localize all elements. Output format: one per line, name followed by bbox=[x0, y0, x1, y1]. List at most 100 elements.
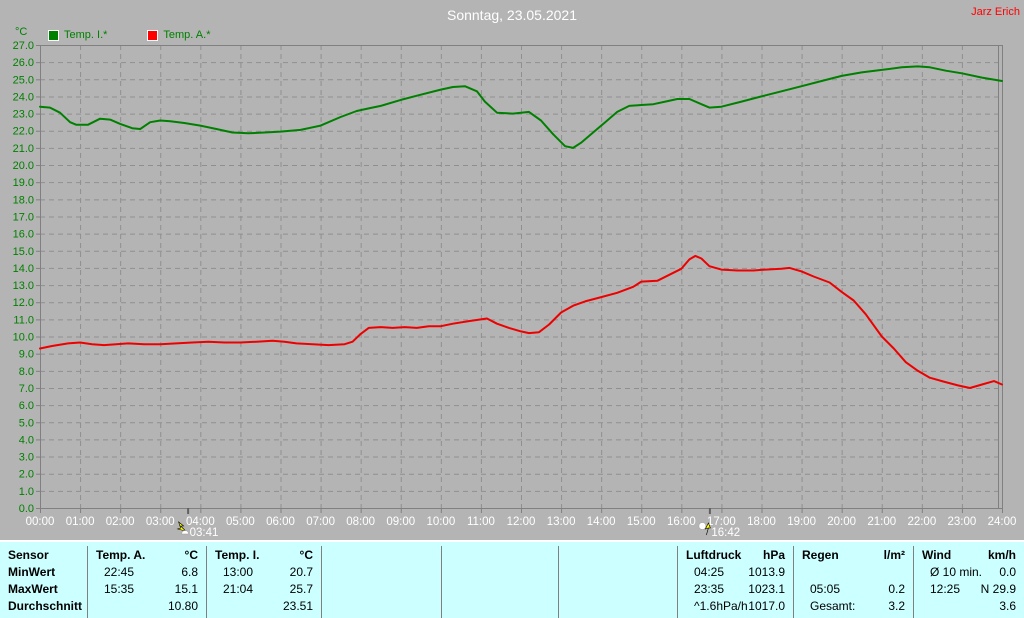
plot-border bbox=[40, 45, 1003, 509]
sunset-icon bbox=[704, 522, 711, 536]
y-tick-label: 3.0 bbox=[19, 452, 34, 464]
y-tick-label: 12.0 bbox=[13, 297, 34, 309]
table-sensor-column: Wind km/h Ø 10 min. 0.0 12:25 N 29.9 3.6 bbox=[914, 546, 1024, 618]
x-tick-label: 01:00 bbox=[66, 516, 95, 528]
table-row-label: Sensor bbox=[8, 547, 49, 562]
y-tick-label: 5.0 bbox=[19, 417, 34, 429]
table-row bbox=[322, 580, 441, 597]
legend-label-temp-i: Temp. I.* bbox=[64, 29, 108, 41]
x-tick-label: 23:00 bbox=[948, 516, 977, 528]
sensor-name: Regen bbox=[802, 547, 839, 562]
y-tick-label: 27.0 bbox=[13, 40, 34, 52]
sunset-icon bbox=[698, 522, 707, 530]
y-tick-label: 16.0 bbox=[13, 229, 34, 241]
y-tick-label: 20.0 bbox=[13, 160, 34, 172]
y-tick-label: 18.0 bbox=[13, 194, 34, 206]
table-row: Gesamt: 3.2 bbox=[794, 597, 913, 614]
x-tick-label: 11:00 bbox=[467, 516, 495, 528]
sensor-unit: hPa bbox=[762, 547, 785, 562]
table-column-header bbox=[322, 546, 441, 563]
x-tick-label: 24:00 bbox=[988, 516, 1017, 528]
table-sensor-column bbox=[559, 546, 678, 618]
x-tick-label: 14:00 bbox=[587, 516, 616, 528]
x-tick-label: 03:00 bbox=[146, 516, 175, 528]
table-row: 15:35 15.1 bbox=[88, 580, 206, 597]
table-column-header: Wind km/h bbox=[914, 546, 1024, 563]
page-title: Sonntag, 23.05.2021 bbox=[446, 7, 577, 23]
y-tick-label: 25.0 bbox=[13, 74, 34, 86]
table-row-label: MaxWert bbox=[8, 581, 58, 596]
marker-time-label: 16:42 bbox=[711, 527, 740, 539]
x-tick-label: 19:00 bbox=[787, 516, 816, 528]
table-column-header bbox=[559, 546, 677, 563]
table-cell-time: ^1.6hPa/h bbox=[694, 598, 748, 613]
user-name: Jarz Erich bbox=[971, 6, 1020, 18]
y-tick-label: 22.0 bbox=[13, 126, 34, 138]
table-row bbox=[442, 597, 558, 614]
y-tick-label: 21.0 bbox=[13, 143, 34, 155]
table-row bbox=[322, 597, 441, 614]
table-cell-time: 23:35 bbox=[694, 581, 725, 596]
table-cell-value: 20.7 bbox=[289, 564, 313, 579]
table-row: 23.51 bbox=[207, 597, 321, 614]
table-column-header: Temp. A. °C bbox=[88, 546, 206, 563]
temperature-chart: 0.0 1.0 2.0 3.0 4.0 5.0 6.0 7.0 8.0 9.0 10.0 11.0 12… bbox=[13, 40, 1017, 539]
table-sensor-column: Regen l/m² 05:05 0.2 Gesamt: 3.2 bbox=[794, 546, 914, 618]
sensor-unit: km/h bbox=[987, 547, 1016, 562]
sunrise-icon bbox=[176, 521, 187, 532]
table-sensor-column bbox=[442, 546, 559, 618]
table-cell-value: 1017.0 bbox=[748, 598, 785, 613]
table-row: 05:05 0.2 bbox=[794, 580, 913, 597]
x-tick-label: 20:00 bbox=[827, 516, 856, 528]
table-cell-value: 1023.1 bbox=[748, 581, 785, 596]
table-row: 13:00 20.7 bbox=[207, 563, 321, 580]
x-tick-label: 08:00 bbox=[346, 516, 375, 528]
table-cell-value: 0.2 bbox=[888, 581, 905, 596]
table-cell-time: Ø 10 min. bbox=[930, 564, 983, 579]
table-row: 22:45 6.8 bbox=[88, 563, 206, 580]
sensor-name: Temp. A. bbox=[96, 547, 146, 562]
table-row bbox=[794, 563, 913, 580]
table-row: 3.6 bbox=[914, 597, 1024, 614]
table-row bbox=[442, 563, 558, 580]
y-tick-label: 9.0 bbox=[19, 349, 34, 361]
table-cell-time: 15:35 bbox=[104, 581, 135, 596]
chart-legend: Temp. I.* Temp. A.* bbox=[48, 29, 210, 41]
temp-a-series bbox=[39, 254, 1003, 389]
stats-table: Sensor MinWert MaxWert Durchschnitt Temp. A.… bbox=[0, 540, 1024, 618]
table-cell-value: 1013.9 bbox=[748, 564, 785, 579]
table-column-header: Temp. I. °C bbox=[207, 546, 321, 563]
table-cell-value: 25.7 bbox=[289, 581, 313, 596]
x-tick-label: 10:00 bbox=[426, 516, 455, 528]
y-tick-label: 15.0 bbox=[13, 246, 34, 258]
y-tick-label: 4.0 bbox=[19, 434, 34, 446]
table-row bbox=[559, 563, 677, 580]
table-sensor-column: Temp. A. °C 22:45 6.8 15:35 15.1 10.80 bbox=[88, 546, 207, 618]
table-cell-value: 3.2 bbox=[888, 598, 905, 613]
y-tick-label: 23.0 bbox=[13, 109, 34, 121]
table-cell-value: 23.51 bbox=[282, 598, 313, 613]
sensor-name: Temp. I. bbox=[215, 547, 260, 562]
table-cell-time: 13:00 bbox=[223, 564, 254, 579]
y-tick-label: 0.0 bbox=[19, 503, 34, 515]
x-tick-label: 06:00 bbox=[266, 516, 295, 528]
table-cell-value: 15.1 bbox=[174, 581, 198, 596]
table-row-label-column: Sensor MinWert MaxWert Durchschnitt bbox=[0, 546, 88, 618]
sensor-unit: l/m² bbox=[883, 547, 905, 562]
table-column-header: Regen l/m² bbox=[794, 546, 913, 563]
table-cell-time: 05:05 bbox=[810, 581, 841, 596]
y-tick-label: 2.0 bbox=[19, 469, 34, 481]
y-tick-label: 11.0 bbox=[13, 314, 34, 326]
legend-label-temp-a: Temp. A.* bbox=[163, 29, 211, 41]
table-cell-value: N 29.9 bbox=[980, 581, 1016, 596]
table-row: ^1.6hPa/h 1017.0 bbox=[678, 597, 793, 614]
x-tick-label: 09:00 bbox=[386, 516, 415, 528]
x-tick-label: 15:00 bbox=[627, 516, 656, 528]
table-column-header bbox=[442, 546, 558, 563]
table-cell-time: Gesamt: bbox=[810, 598, 856, 613]
table-cell-value: 0.0 bbox=[999, 564, 1016, 579]
y-tick-label: 14.0 bbox=[13, 263, 34, 275]
x-tick-label: 17:00 bbox=[707, 516, 736, 528]
table-row: 10.80 bbox=[88, 597, 206, 614]
